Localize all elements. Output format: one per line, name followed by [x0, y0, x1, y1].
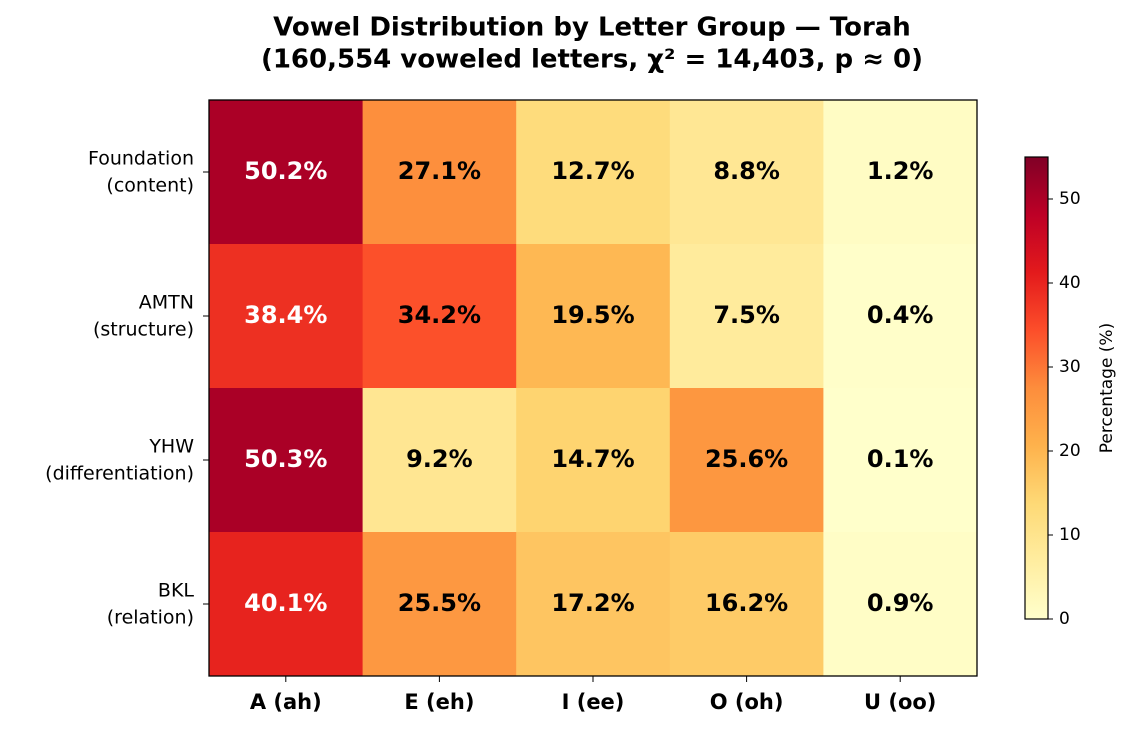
- chart-title: Vowel Distribution by Letter Group — Tor…: [273, 13, 911, 43]
- cell-label: 0.1%: [867, 445, 934, 473]
- heatmap-cell: [516, 100, 671, 245]
- y-tick-label: BKL (relation): [107, 579, 195, 628]
- cell-label: 0.9%: [867, 589, 934, 617]
- cell-label: 19.5%: [551, 301, 634, 329]
- heatmap-cell: [516, 244, 671, 389]
- cell-label: 1.2%: [867, 157, 934, 185]
- x-tick-label: I (ee): [562, 690, 625, 714]
- heatmap-cell: [516, 532, 671, 677]
- x-tick-label: A (ah): [250, 690, 322, 714]
- colorbar-tick-label: 20: [1059, 441, 1081, 461]
- heatmap-cell: [669, 100, 824, 245]
- cell-label: 0.4%: [867, 301, 934, 329]
- cell-label: 16.2%: [705, 589, 788, 617]
- heatmap-cell: [669, 388, 824, 533]
- cell-label: 17.2%: [551, 589, 634, 617]
- x-tick-label: E (eh): [404, 690, 474, 714]
- colorbar-tick-label: 30: [1059, 357, 1081, 377]
- heatmap-cell: [362, 100, 517, 245]
- heatmap-cell: [209, 532, 364, 677]
- heatmap-cell: [516, 388, 671, 533]
- heatmap-cell: [823, 532, 978, 677]
- colorbar-tick-label: 10: [1059, 525, 1081, 545]
- cell-label: 9.2%: [406, 445, 473, 473]
- cell-label: 50.2%: [244, 157, 327, 185]
- heatmap-cell: [362, 532, 517, 677]
- heatmap-cell: [362, 244, 517, 389]
- colorbar-label: Percentage (%): [1097, 323, 1117, 453]
- cell-label: 12.7%: [551, 157, 634, 185]
- heatmap-cell: [823, 244, 978, 389]
- colorbar-tick-label: 50: [1059, 189, 1081, 209]
- colorbar-tick-label: 0: [1059, 609, 1070, 629]
- heatmap-cell: [669, 244, 824, 389]
- y-tick-label: YHW (differentiation): [45, 435, 194, 484]
- heatmap-cell: [209, 244, 364, 389]
- heatmap-cell: [209, 388, 364, 533]
- cell-label: 25.6%: [705, 445, 788, 473]
- x-tick-label: O (oh): [710, 690, 784, 714]
- chart-subtitle: (160,554 voweled letters, χ² = 14,403, p…: [261, 45, 923, 75]
- cell-label: 38.4%: [244, 301, 327, 329]
- cell-label: 14.7%: [551, 445, 634, 473]
- colorbar: [1024, 156, 1049, 620]
- heatmap-cell: [362, 388, 517, 533]
- cell-label: 27.1%: [398, 157, 481, 185]
- cell-label: 34.2%: [398, 301, 481, 329]
- heatmap-cell: [209, 100, 364, 245]
- heatmap-cell: [823, 388, 978, 533]
- heatmap-cell: [823, 100, 978, 245]
- y-tick-label: AMTN (structure): [93, 291, 194, 340]
- cell-label: 7.5%: [713, 301, 780, 329]
- cell-label: 8.8%: [713, 157, 780, 185]
- x-tick-label: U (oo): [864, 690, 936, 714]
- colorbar-tick-label: 40: [1059, 273, 1081, 293]
- cell-label: 25.5%: [398, 589, 481, 617]
- cell-label: 40.1%: [244, 589, 327, 617]
- cell-label: 50.3%: [244, 445, 327, 473]
- heatmap-cell: [669, 532, 824, 677]
- y-tick-label: Foundation (content): [88, 147, 194, 196]
